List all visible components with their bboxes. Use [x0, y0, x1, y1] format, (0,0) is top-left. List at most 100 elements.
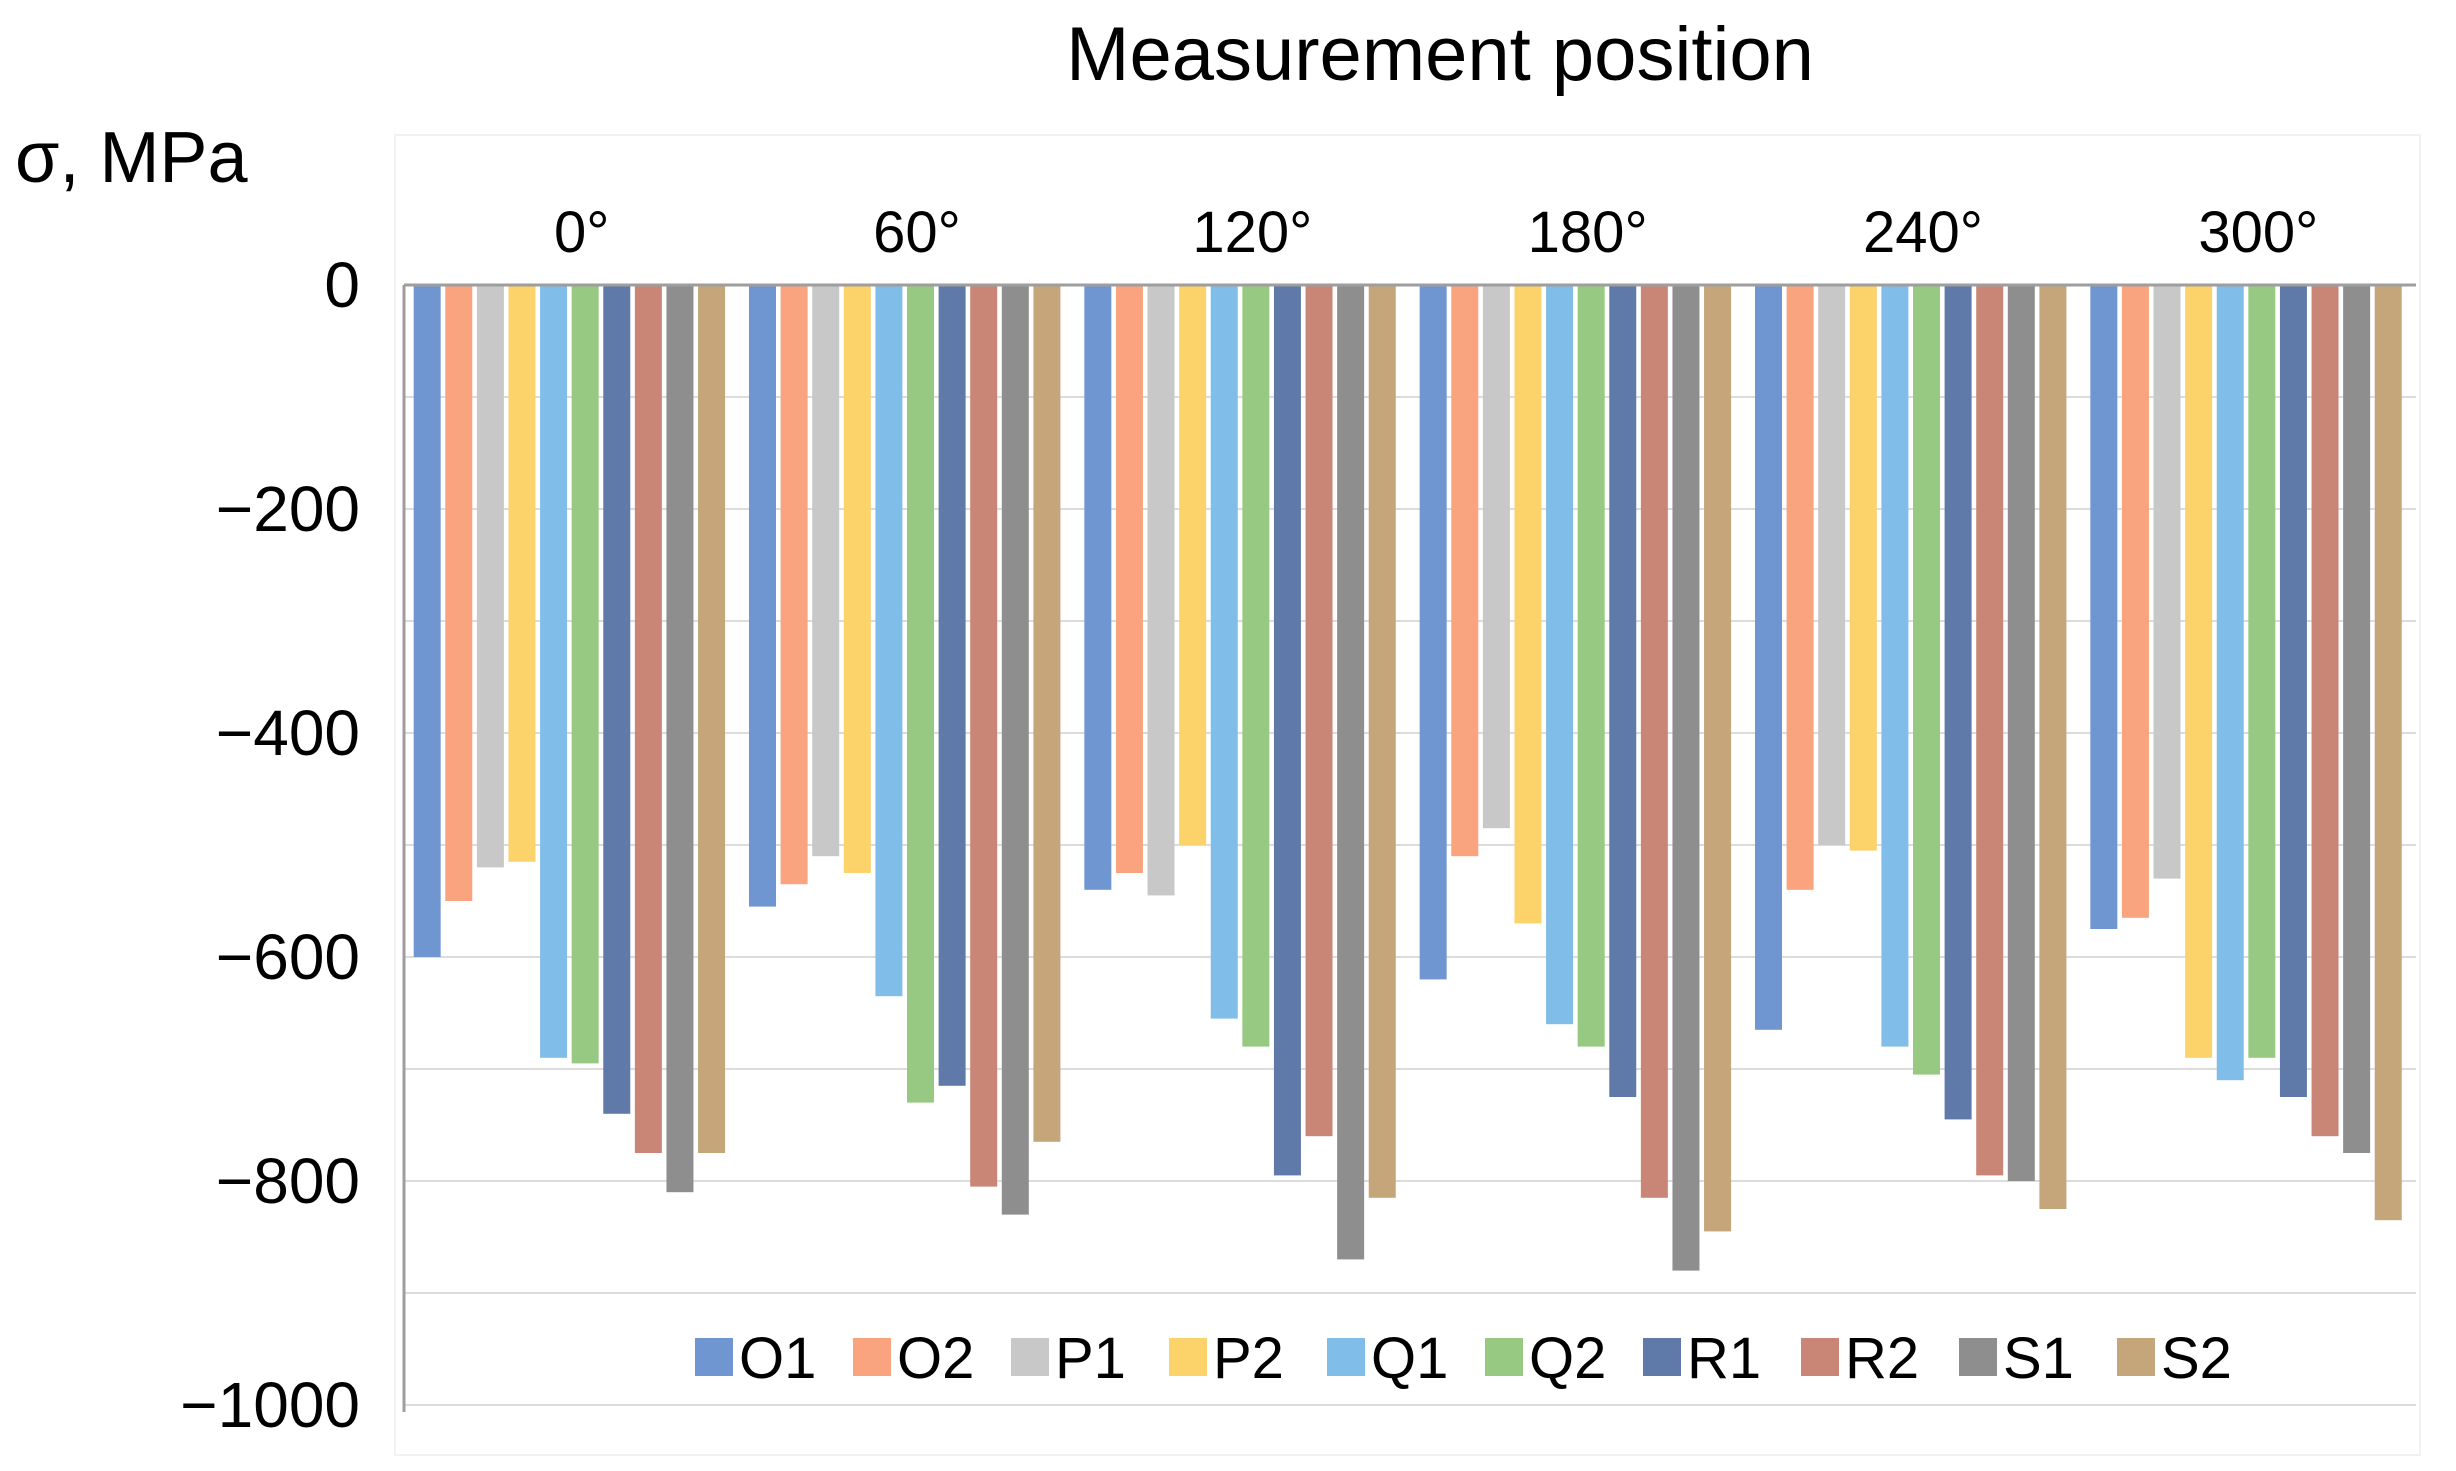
- bar-q1-4: [1881, 285, 1909, 1047]
- bar-p2-0: [508, 285, 536, 862]
- legend-label: P2: [1213, 1326, 1284, 1391]
- bar-o1-3: [1419, 285, 1447, 980]
- bar-p2-5: [2185, 285, 2213, 1058]
- y-tick-label: −400: [216, 697, 360, 769]
- bar-p2-3: [1514, 285, 1542, 924]
- bar-s2-4: [2039, 285, 2067, 1209]
- bar-o1-1: [749, 285, 776, 907]
- legend-swatch: [853, 1338, 891, 1376]
- bar-p2-1: [843, 285, 871, 873]
- bar-s1-4: [2007, 285, 2035, 1181]
- legend-swatch: [1327, 1338, 1365, 1376]
- bar-s2-2: [1368, 285, 1396, 1198]
- category-label: 120°: [1192, 200, 1312, 265]
- bar-r1-0: [603, 285, 631, 1114]
- bar-p1-1: [812, 285, 840, 857]
- legend-label: O2: [897, 1326, 974, 1391]
- bar-q2-1: [907, 285, 934, 1103]
- y-tick-label: −600: [216, 921, 360, 993]
- bar-r1-4: [1944, 285, 1972, 1120]
- bar-s1-2: [1337, 285, 1365, 1260]
- bar-o1-4: [1755, 285, 1782, 1030]
- bar-r1-5: [2279, 285, 2307, 1097]
- bar-s2-1: [1033, 285, 1061, 1142]
- legend-label: Q1: [1371, 1326, 1448, 1391]
- y-tick-label: −800: [216, 1145, 360, 1217]
- bar-q2-0: [571, 285, 599, 1064]
- bar-p2-4: [1849, 285, 1877, 851]
- bar-p1-2: [1147, 285, 1175, 896]
- bar-r1-3: [1609, 285, 1637, 1097]
- bar-r2-4: [1976, 285, 2004, 1176]
- bar-r2-0: [634, 285, 662, 1153]
- legend-swatch: [1011, 1338, 1049, 1376]
- bar-s1-1: [1001, 285, 1029, 1215]
- bar-p1-4: [1818, 285, 1846, 845]
- chart-title: Measurement position: [1066, 12, 1814, 97]
- bar-o2-4: [1786, 285, 1814, 890]
- bar-s1-3: [1672, 285, 1700, 1271]
- bar-o1-2: [1084, 285, 1112, 890]
- bar-q2-2: [1242, 285, 1270, 1047]
- plot-area: [394, 134, 2421, 1456]
- legend-swatch: [695, 1338, 733, 1376]
- legend-swatch: [1169, 1338, 1207, 1376]
- bar-q1-3: [1546, 285, 1574, 1025]
- bar-s2-3: [1704, 285, 1732, 1232]
- bar-q2-4: [1913, 285, 1940, 1075]
- bar-r2-1: [970, 285, 998, 1187]
- bar-q1-0: [540, 285, 568, 1058]
- bar-o1-5: [2090, 285, 2118, 929]
- bars: [413, 285, 2402, 1271]
- category-labels: 0° 60° 120° 180° 240° 300°: [554, 200, 2318, 265]
- legend-label: R1: [1687, 1326, 1761, 1391]
- legend-label: R2: [1845, 1326, 1919, 1391]
- bar-o2-1: [780, 285, 808, 885]
- bar-q2-3: [1577, 285, 1605, 1047]
- category-label: 0°: [554, 200, 609, 265]
- legend-label: S2: [2161, 1326, 2232, 1391]
- bar-q1-2: [1210, 285, 1238, 1019]
- bar-o1-0: [413, 285, 441, 957]
- legend-swatch: [1485, 1338, 1523, 1376]
- bar-q1-5: [2216, 285, 2244, 1081]
- bar-s2-5: [2374, 285, 2402, 1221]
- gridlines: [404, 396, 2416, 1406]
- bar-p1-5: [2153, 285, 2181, 879]
- bar-r2-5: [2311, 285, 2339, 1137]
- bar-p1-3: [1482, 285, 1510, 829]
- bar-o2-0: [445, 285, 473, 901]
- y-tick-label: −200: [216, 473, 360, 545]
- bar-r1-1: [938, 285, 966, 1086]
- bar-q1-1: [875, 285, 903, 997]
- y-tick-label: 0: [324, 249, 360, 321]
- bar-o2-5: [2121, 285, 2149, 918]
- legend-label: S1: [2003, 1326, 2074, 1391]
- bar-r1-2: [1273, 285, 1301, 1176]
- category-label: 60°: [873, 200, 961, 265]
- y-tick-label: −1000: [180, 1369, 360, 1441]
- legend-swatch: [1643, 1338, 1681, 1376]
- category-label: 180°: [1528, 200, 1648, 265]
- y-tick-labels: 0 −200 −400 −600 −800 −1000: [180, 249, 360, 1441]
- bar-q2-5: [2248, 285, 2276, 1058]
- bar-s2-0: [698, 285, 726, 1153]
- category-label: 300°: [2198, 200, 2318, 265]
- bar-o2-3: [1451, 285, 1479, 857]
- bar-s1-0: [666, 285, 694, 1193]
- legend: O1 O2 P1 P2 Q1 Q2 R1 R2 S1 S2: [695, 1326, 2232, 1391]
- legend-label: O1: [739, 1326, 816, 1391]
- bar-r2-3: [1640, 285, 1668, 1198]
- bar-p2-2: [1179, 285, 1207, 845]
- legend-swatch: [1801, 1338, 1839, 1376]
- legend-swatch: [1959, 1338, 1997, 1376]
- bar-o2-2: [1115, 285, 1143, 873]
- bar-r2-2: [1305, 285, 1333, 1137]
- category-label: 240°: [1863, 200, 1983, 265]
- y-axis-label: σ, MPa: [15, 118, 248, 198]
- legend-label: Q2: [1529, 1326, 1606, 1391]
- legend-label: P1: [1055, 1326, 1126, 1391]
- bar-p1-0: [476, 285, 504, 868]
- bar-s1-5: [2343, 285, 2371, 1153]
